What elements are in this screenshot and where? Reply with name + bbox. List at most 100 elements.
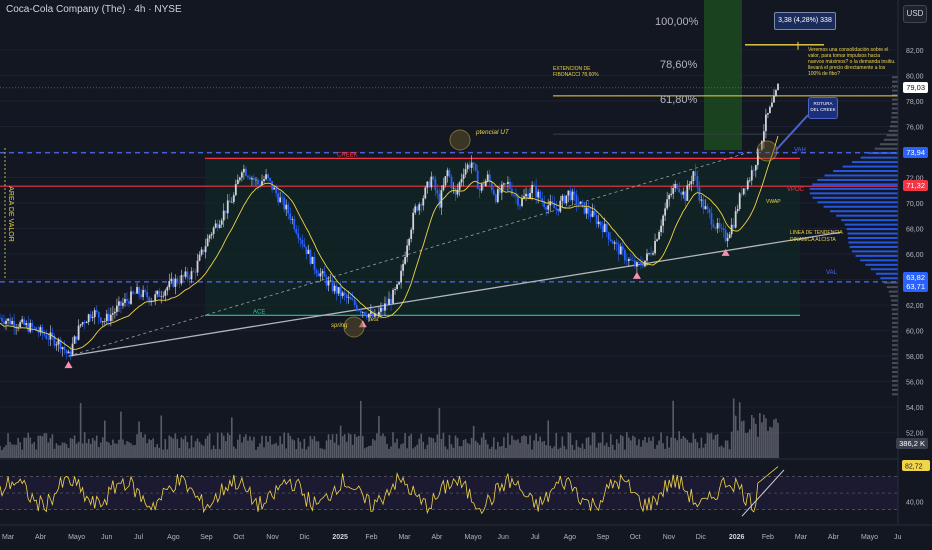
candle-body	[255, 179, 257, 181]
volume-bar	[63, 442, 66, 458]
volume-bar	[571, 444, 574, 458]
chart-title: Coca-Cola Company (The) · 4h · NYSE	[6, 4, 182, 15]
candle-body	[315, 269, 318, 274]
candle-body	[79, 324, 82, 326]
volume-bar	[438, 407, 441, 458]
volume-bar	[164, 439, 167, 458]
volume-bar	[549, 445, 552, 458]
volume-bar	[132, 445, 134, 458]
x-tick-label: Jul	[134, 534, 144, 541]
profile-bar	[812, 183, 898, 186]
volume-bar	[771, 427, 773, 458]
profile-bar	[883, 138, 898, 141]
volume-bar	[343, 434, 346, 458]
candle-body	[648, 253, 650, 254]
candle-body	[317, 273, 320, 277]
candle-body	[428, 181, 431, 188]
highlight-circle	[756, 140, 778, 162]
volume-bar	[728, 449, 731, 458]
candle-body	[583, 202, 586, 214]
candle-body	[327, 280, 330, 286]
volume-bar	[49, 438, 52, 458]
candle-body	[511, 188, 513, 195]
volume-bar	[130, 443, 132, 458]
volume-bar	[605, 442, 608, 458]
candle-body	[232, 195, 235, 203]
candle-body	[228, 200, 231, 203]
rotura-creek-callout: ROTURA DEL CREEK	[808, 97, 838, 119]
candle-body	[640, 262, 642, 266]
volume-bar	[249, 436, 251, 458]
volume-bar	[609, 434, 612, 458]
candle-body	[77, 325, 80, 340]
volume-bar	[59, 445, 62, 458]
rsi-value-text: 82,72	[905, 464, 923, 471]
candle-body	[494, 194, 497, 203]
candle-body	[440, 190, 443, 208]
x-tick-label: Jul	[530, 534, 540, 541]
x-tick-label: 2026	[728, 534, 745, 541]
candle-body	[69, 351, 72, 355]
candle-body	[85, 322, 88, 324]
profile-bar	[891, 317, 898, 320]
candle-body	[490, 181, 493, 191]
volume-bar	[761, 422, 763, 458]
candle-body	[120, 301, 122, 306]
x-tick-label: Ju	[894, 534, 902, 541]
candle-body	[210, 233, 213, 236]
volume-bar	[488, 448, 491, 458]
candle-body	[674, 184, 677, 188]
volume-bar	[0, 445, 1, 458]
volume-bar	[376, 433, 378, 458]
candle-body	[533, 184, 536, 186]
candle-body	[470, 162, 473, 168]
volume-bar	[11, 444, 13, 458]
volume-bar	[180, 437, 183, 458]
rsi-value-tag	[902, 460, 930, 472]
volume-bar	[642, 440, 644, 458]
volume-bar	[79, 403, 82, 458]
volume-bar	[124, 444, 126, 458]
candle-body	[442, 185, 445, 191]
volume-bar	[392, 432, 394, 458]
y-tick-label: 58,00	[906, 354, 924, 361]
volume-bar	[476, 442, 479, 458]
x-tick-label: Jun	[101, 534, 113, 541]
volume-bar	[464, 439, 467, 458]
candle-body	[47, 338, 50, 340]
candle-body	[422, 198, 425, 206]
candle-body	[692, 171, 695, 182]
candle-body	[384, 303, 386, 311]
profile-bar	[892, 393, 898, 396]
volume-bar	[418, 438, 421, 458]
measure-label: 3,38 (4,28%) 338	[774, 12, 836, 30]
candle-body	[206, 238, 209, 247]
volume-bar	[740, 421, 743, 458]
volume-bar	[339, 425, 342, 458]
volume-bar	[184, 435, 187, 458]
candle-body	[111, 313, 114, 315]
volume-bar	[666, 436, 668, 458]
candle-body	[702, 199, 705, 210]
candle-body	[341, 292, 344, 297]
candle-body	[204, 246, 207, 253]
currency-button[interactable]: USD	[903, 5, 927, 23]
profile-bar	[888, 290, 898, 293]
volume-bar	[759, 413, 761, 458]
profile-bar	[892, 375, 898, 378]
volume-bar	[422, 441, 425, 458]
candle-body	[444, 176, 447, 186]
candle-body	[458, 182, 461, 190]
profile-bar	[870, 268, 898, 271]
profile-bar	[886, 286, 898, 289]
volume-bar	[478, 444, 481, 458]
profile-bar	[851, 250, 898, 253]
volume-bar	[531, 449, 533, 458]
candle-body	[319, 273, 322, 277]
ace-label: ACE	[253, 309, 265, 315]
volume-bar	[104, 420, 106, 458]
volume-bar	[19, 442, 21, 458]
candle-body	[0, 317, 1, 319]
candle-body	[307, 249, 310, 255]
